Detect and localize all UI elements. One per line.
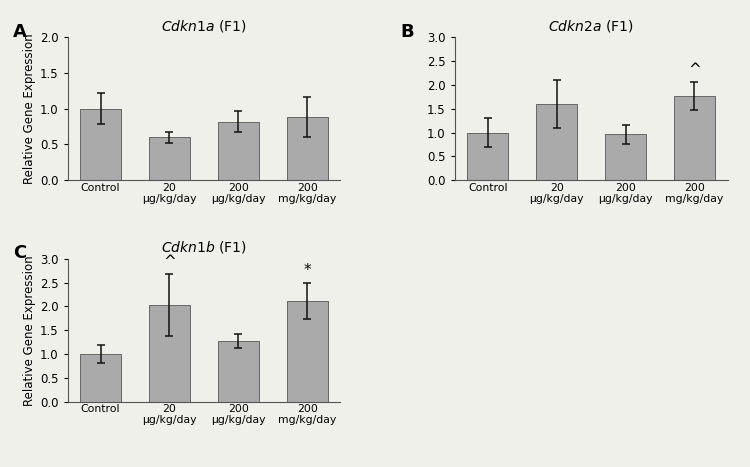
Bar xyxy=(467,133,509,180)
Bar xyxy=(536,104,578,180)
Text: A: A xyxy=(13,23,27,41)
Title: $\it{Cdkn2a}$ (F1): $\it{Cdkn2a}$ (F1) xyxy=(548,18,634,34)
Title: $\it{Cdkn1a}$ (F1): $\it{Cdkn1a}$ (F1) xyxy=(161,18,247,34)
Text: B: B xyxy=(400,23,414,41)
Bar xyxy=(286,117,328,180)
Bar xyxy=(217,121,259,180)
Text: C: C xyxy=(13,245,26,262)
Text: ^: ^ xyxy=(163,255,176,269)
Bar xyxy=(605,134,646,180)
Title: $\it{Cdkn1b}$ (F1): $\it{Cdkn1b}$ (F1) xyxy=(161,239,247,255)
Bar xyxy=(80,109,122,180)
Y-axis label: Relative Gene Expression: Relative Gene Expression xyxy=(22,255,36,405)
Bar xyxy=(674,96,715,180)
Bar xyxy=(80,354,122,402)
Y-axis label: Relative Gene Expression: Relative Gene Expression xyxy=(22,34,36,184)
Text: ^: ^ xyxy=(688,62,700,77)
Text: *: * xyxy=(303,262,311,277)
Bar xyxy=(148,137,190,180)
Bar xyxy=(286,301,328,402)
Bar xyxy=(217,340,259,402)
Bar xyxy=(148,305,190,402)
